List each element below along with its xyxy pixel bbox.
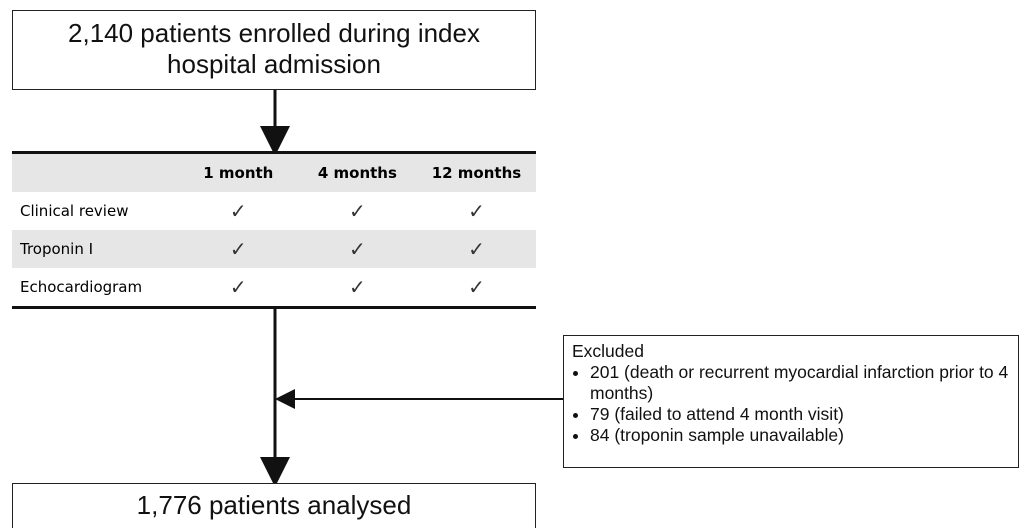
excluded-item: 201 (death or recurrent myocardial infar… — [590, 362, 1010, 404]
check-cell: ✓ — [229, 199, 247, 223]
analysed-box: 1,776 patients analysed — [12, 483, 536, 528]
column-header: 4 months — [317, 164, 397, 182]
table-row: Troponin I ✓ ✓ ✓ — [12, 230, 536, 268]
excluded-title: Excluded — [572, 341, 644, 361]
table-row: Clinical review ✓ ✓ ✓ — [12, 192, 536, 230]
column-header: 1 month — [203, 164, 274, 182]
check-cell: ✓ — [229, 275, 247, 299]
check-cell: ✓ — [468, 275, 485, 299]
check-cell: ✓ — [349, 199, 366, 223]
check-cell: ✓ — [468, 199, 485, 223]
check-cell: ✓ — [349, 275, 366, 299]
check-cell: ✓ — [349, 237, 366, 261]
excluded-list: 201 (death or recurrent myocardial infar… — [572, 362, 1010, 446]
row-label: Clinical review — [20, 202, 129, 220]
excluded-item: 84 (troponin sample unavailable) — [590, 425, 1010, 446]
enrolled-box: 2,140 patients enrolled during index hos… — [12, 10, 536, 90]
box-text: 1,776 patients analysed — [136, 490, 412, 520]
row-label: Troponin I — [20, 240, 94, 258]
box-text: 2,140 patients enrolled during index hos… — [68, 18, 480, 79]
excluded-box: Excluded 201 (death or recurrent myocard… — [563, 335, 1019, 468]
header-row: 1 month 4 months 12 months — [12, 154, 536, 192]
schedule-table: 1 month 4 months 12 months Clinical review ✓… — [12, 151, 536, 309]
column-header: 12 months — [431, 164, 522, 182]
check-cell: ✓ — [468, 237, 485, 261]
table-row: Echocardiogram ✓ ✓ ✓ — [12, 268, 536, 306]
check-cell: ✓ — [229, 237, 247, 261]
excluded-item: 79 (failed to attend 4 month visit) — [590, 404, 1010, 425]
row-label: Echocardiogram — [20, 278, 143, 296]
